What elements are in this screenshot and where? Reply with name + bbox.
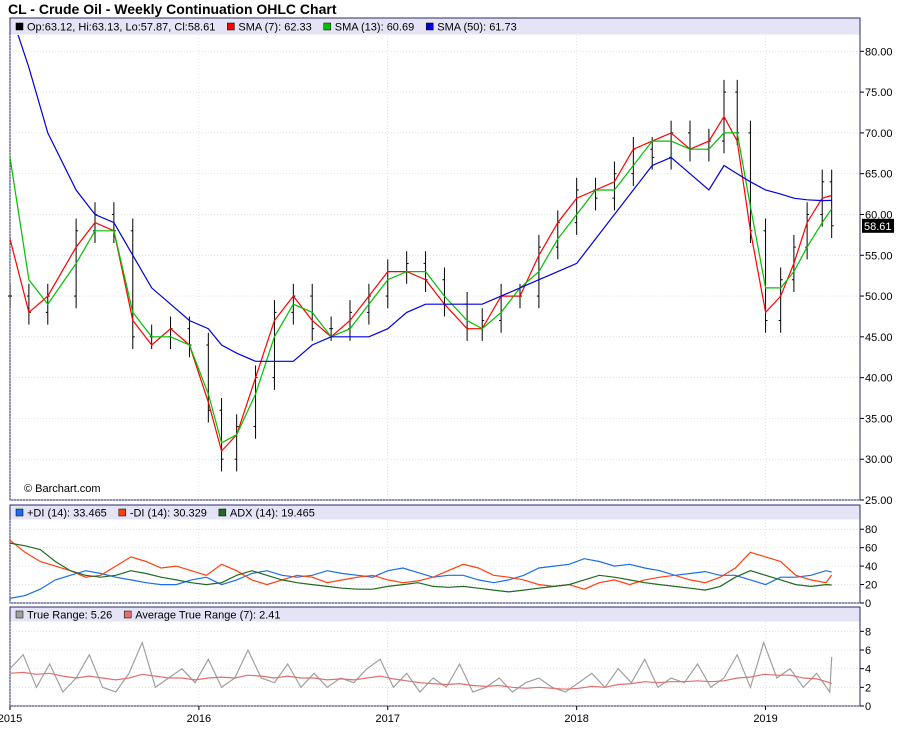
panel-frame-true_range — [9, 606, 861, 707]
panel-frame-price — [9, 17, 861, 501]
x-tick-label: 2017 — [376, 713, 400, 725]
legend-label-dmi: -DI (14): 30.329 — [130, 508, 207, 520]
legend-bar-true_range — [10, 607, 860, 622]
y-tick-label-true_range: 8 — [865, 626, 871, 638]
y-tick-label-price: 45.00 — [865, 332, 893, 344]
legend-swatch — [15, 508, 24, 517]
x-tick-label: 2018 — [564, 713, 588, 725]
legend-swatch — [425, 22, 434, 31]
legend-label-price: Op:63.12, Hi:63.13, Lo:57.87, Cl:58.61 — [27, 22, 215, 34]
y-tick-label-price: 65.00 — [865, 169, 893, 181]
last-price-label: 58.61 — [864, 221, 892, 233]
chart-title: CL - Crude Oil - Weekly Continuation OHL… — [8, 1, 337, 17]
y-tick-label-dmi: 40 — [865, 561, 877, 573]
series-line--di-14- — [10, 539, 833, 590]
y-tick-label-dmi: 80 — [865, 524, 877, 536]
y-tick-label-price: 35.00 — [865, 413, 893, 425]
y-tick-label-true_range: 2 — [865, 682, 871, 694]
legend-label-true_range: Average True Range (7): 2.41 — [135, 610, 280, 622]
legend-swatch — [15, 610, 24, 619]
series-line-adx-14- — [10, 542, 832, 593]
legend-swatch — [323, 22, 331, 31]
x-tick-label: 2016 — [187, 713, 211, 725]
series-line-true-range — [10, 640, 833, 694]
series-line-sma-50- — [17, 35, 832, 362]
legend-bar-price — [10, 18, 860, 35]
watermark-text: © Barchart.com — [24, 483, 101, 495]
legend-label-price: SMA (13): 60.69 — [335, 22, 415, 34]
last-price-box — [862, 218, 894, 233]
y-tick-label-true_range: 6 — [865, 645, 871, 657]
y-tick-label-price: 55.00 — [865, 250, 893, 262]
y-tick-label-price: 40.00 — [865, 373, 893, 385]
legend-label-price: SMA (7): 62.33 — [238, 22, 311, 34]
legend-label-price: SMA (50): 61.73 — [437, 22, 517, 34]
legend-swatch — [227, 22, 235, 31]
y-tick-label-dmi: 60 — [865, 543, 877, 555]
y-tick-label-price: 75.00 — [865, 87, 893, 99]
y-tick-label-price: 30.00 — [865, 454, 893, 466]
series-line-sma-13- — [10, 132, 833, 444]
y-tick-label-price: 50.00 — [865, 291, 893, 303]
y-tick-label-price: 60.00 — [865, 209, 893, 221]
y-tick-label-price: 25.00 — [865, 495, 893, 507]
legend-label-dmi: ADX (14): 19.465 — [230, 508, 315, 520]
legend-swatch — [15, 22, 24, 31]
series-line-average-true-range-7- — [10, 671, 832, 690]
legend-swatch — [218, 508, 227, 517]
y-tick-label-dmi: 0 — [865, 598, 871, 610]
y-tick-label-price: 70.00 — [865, 128, 893, 140]
y-tick-label-price: 80.00 — [865, 46, 893, 58]
legend-swatch — [123, 610, 132, 619]
series-line--di-14- — [10, 558, 832, 599]
y-tick-label-dmi: 20 — [865, 580, 877, 592]
y-tick-label-true_range: 4 — [865, 664, 871, 676]
legend-label-dmi: +DI (14): 33.465 — [27, 508, 107, 520]
legend-swatch — [118, 508, 127, 517]
panel-frame-dmi — [9, 504, 861, 604]
x-tick-label: 2015 — [0, 713, 22, 725]
legend-label-true_range: True Range: 5.26 — [27, 610, 112, 622]
x-tick-label: 2019 — [753, 713, 777, 725]
y-tick-label-true_range: 0 — [865, 701, 871, 713]
